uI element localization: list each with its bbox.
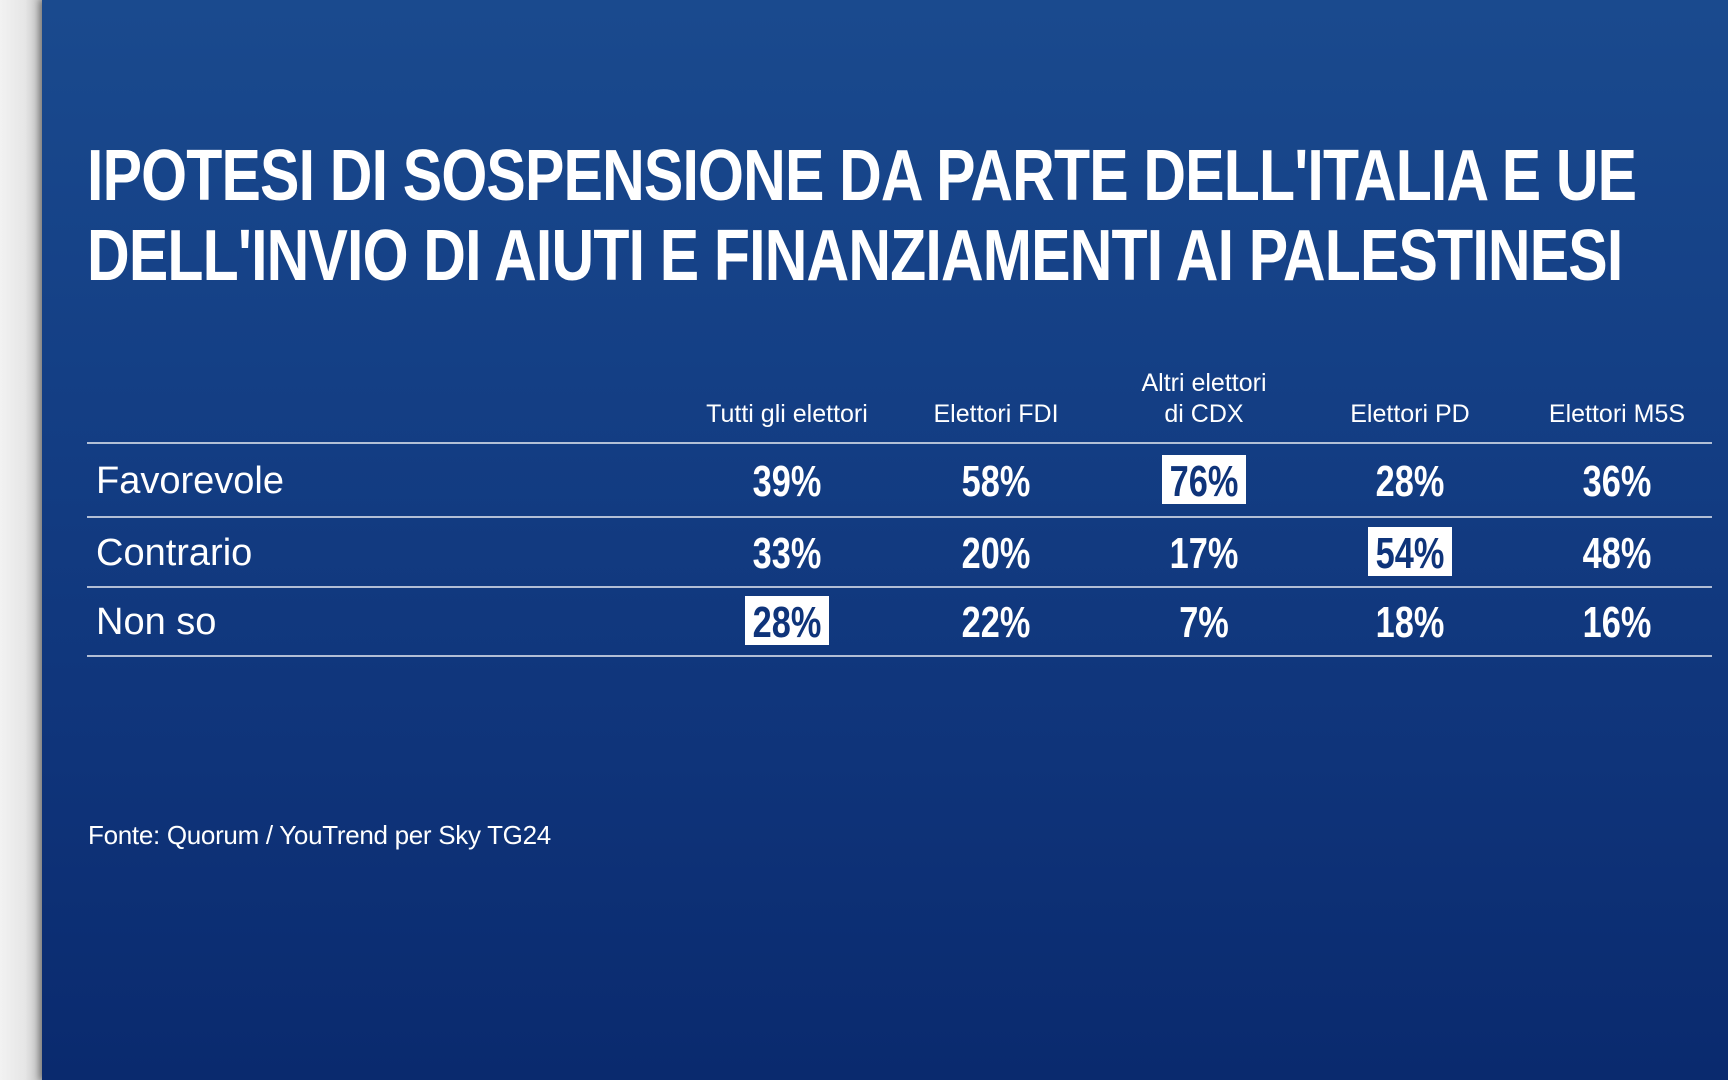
row-label: Favorevole bbox=[96, 460, 284, 502]
value-cell: 54% bbox=[1376, 529, 1445, 578]
row-label: Non so bbox=[96, 601, 216, 643]
value-cell: 16% bbox=[1583, 598, 1652, 647]
highlight-box bbox=[1162, 455, 1246, 504]
value-cell: 33% bbox=[753, 529, 822, 578]
column-header: Elettori M5S bbox=[1549, 400, 1685, 428]
value-cell: 28% bbox=[1376, 457, 1445, 506]
value-cell: 36% bbox=[1583, 457, 1652, 506]
highlight-box bbox=[745, 596, 829, 645]
value-cell: 58% bbox=[962, 457, 1031, 506]
column-header: Elettori FDI bbox=[933, 400, 1058, 428]
column-header: Elettori PD bbox=[1350, 400, 1469, 428]
column-header: Altri elettori bbox=[1141, 369, 1266, 397]
value-cell: 17% bbox=[1170, 529, 1239, 578]
value-cell: 76% bbox=[1170, 457, 1239, 506]
highlight-box bbox=[1368, 527, 1452, 576]
source-note: Fonte: Quorum / YouTrend per Sky TG24 bbox=[88, 820, 551, 850]
column-header: Tutti gli elettori bbox=[706, 400, 868, 428]
value-cell: 18% bbox=[1376, 598, 1445, 647]
value-cell: 7% bbox=[1179, 598, 1229, 647]
value-cell: 20% bbox=[962, 529, 1031, 578]
value-cell: 22% bbox=[962, 598, 1031, 647]
row-label: Contrario bbox=[96, 532, 252, 574]
value-cell: 39% bbox=[753, 457, 822, 506]
column-header: di CDX bbox=[1164, 400, 1244, 428]
value-cell: 48% bbox=[1583, 529, 1652, 578]
left-edge-strip bbox=[0, 0, 42, 1080]
value-cell: 28% bbox=[753, 598, 822, 647]
